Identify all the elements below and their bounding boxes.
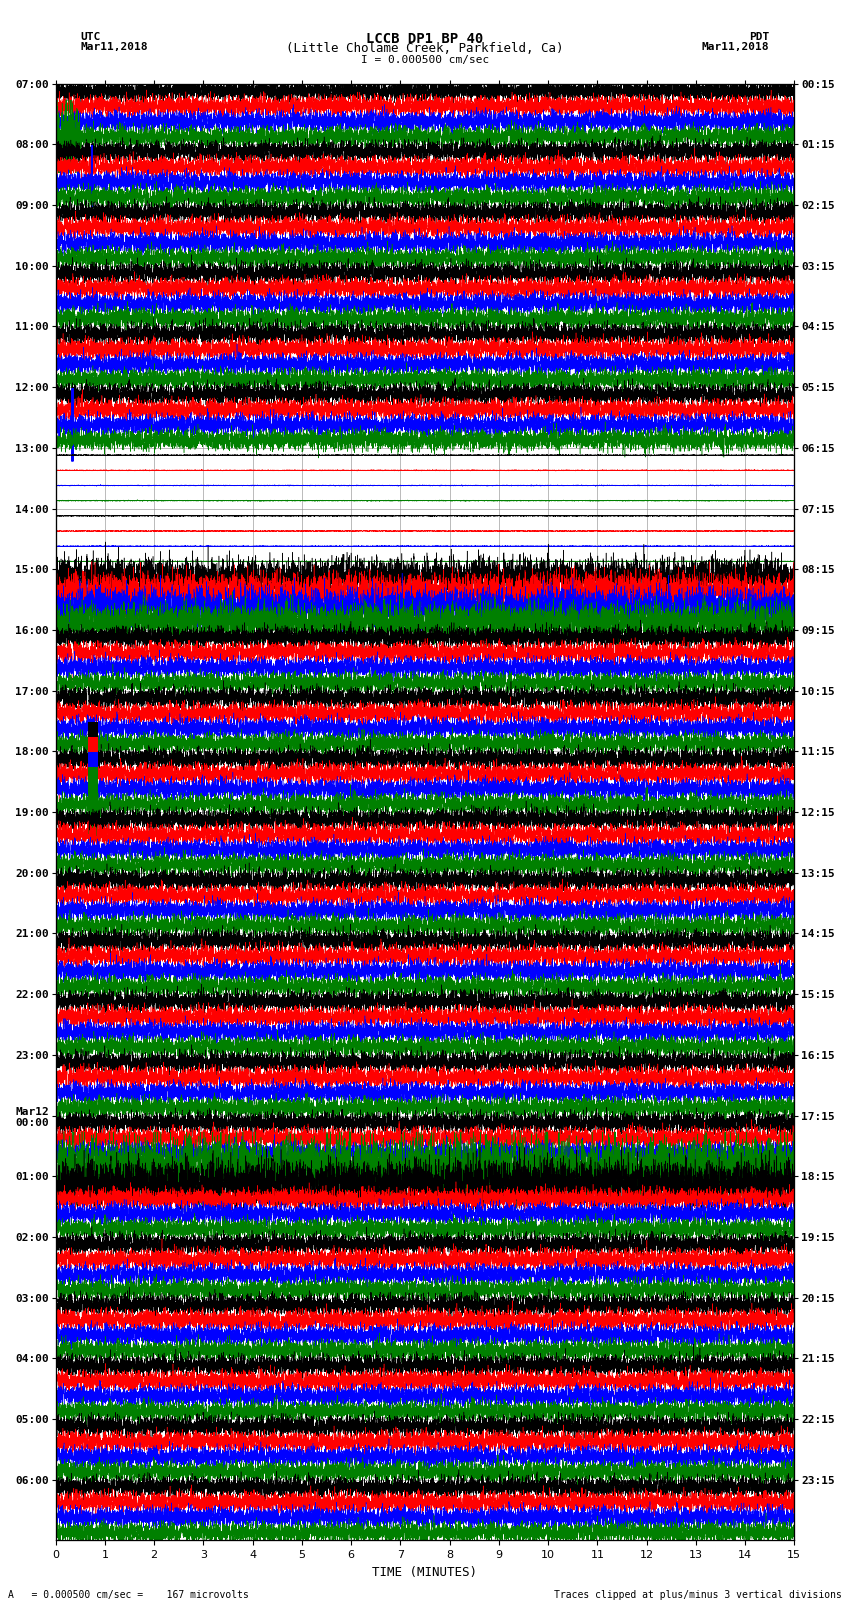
Text: (Little Cholame Creek, Parkfield, Ca): (Little Cholame Creek, Parkfield, Ca) bbox=[286, 42, 564, 55]
Text: A   = 0.000500 cm/sec =    167 microvolts: A = 0.000500 cm/sec = 167 microvolts bbox=[8, 1590, 249, 1600]
Text: Traces clipped at plus/minus 3 vertical divisions: Traces clipped at plus/minus 3 vertical … bbox=[553, 1590, 842, 1600]
Text: UTC: UTC bbox=[81, 32, 101, 42]
Text: Mar11,2018: Mar11,2018 bbox=[81, 42, 148, 52]
X-axis label: TIME (MINUTES): TIME (MINUTES) bbox=[372, 1566, 478, 1579]
Text: I = 0.000500 cm/sec: I = 0.000500 cm/sec bbox=[361, 55, 489, 65]
Text: Mar11,2018: Mar11,2018 bbox=[702, 42, 769, 52]
Text: LCCB DP1 BP 40: LCCB DP1 BP 40 bbox=[366, 32, 484, 47]
Text: PDT: PDT bbox=[749, 32, 769, 42]
